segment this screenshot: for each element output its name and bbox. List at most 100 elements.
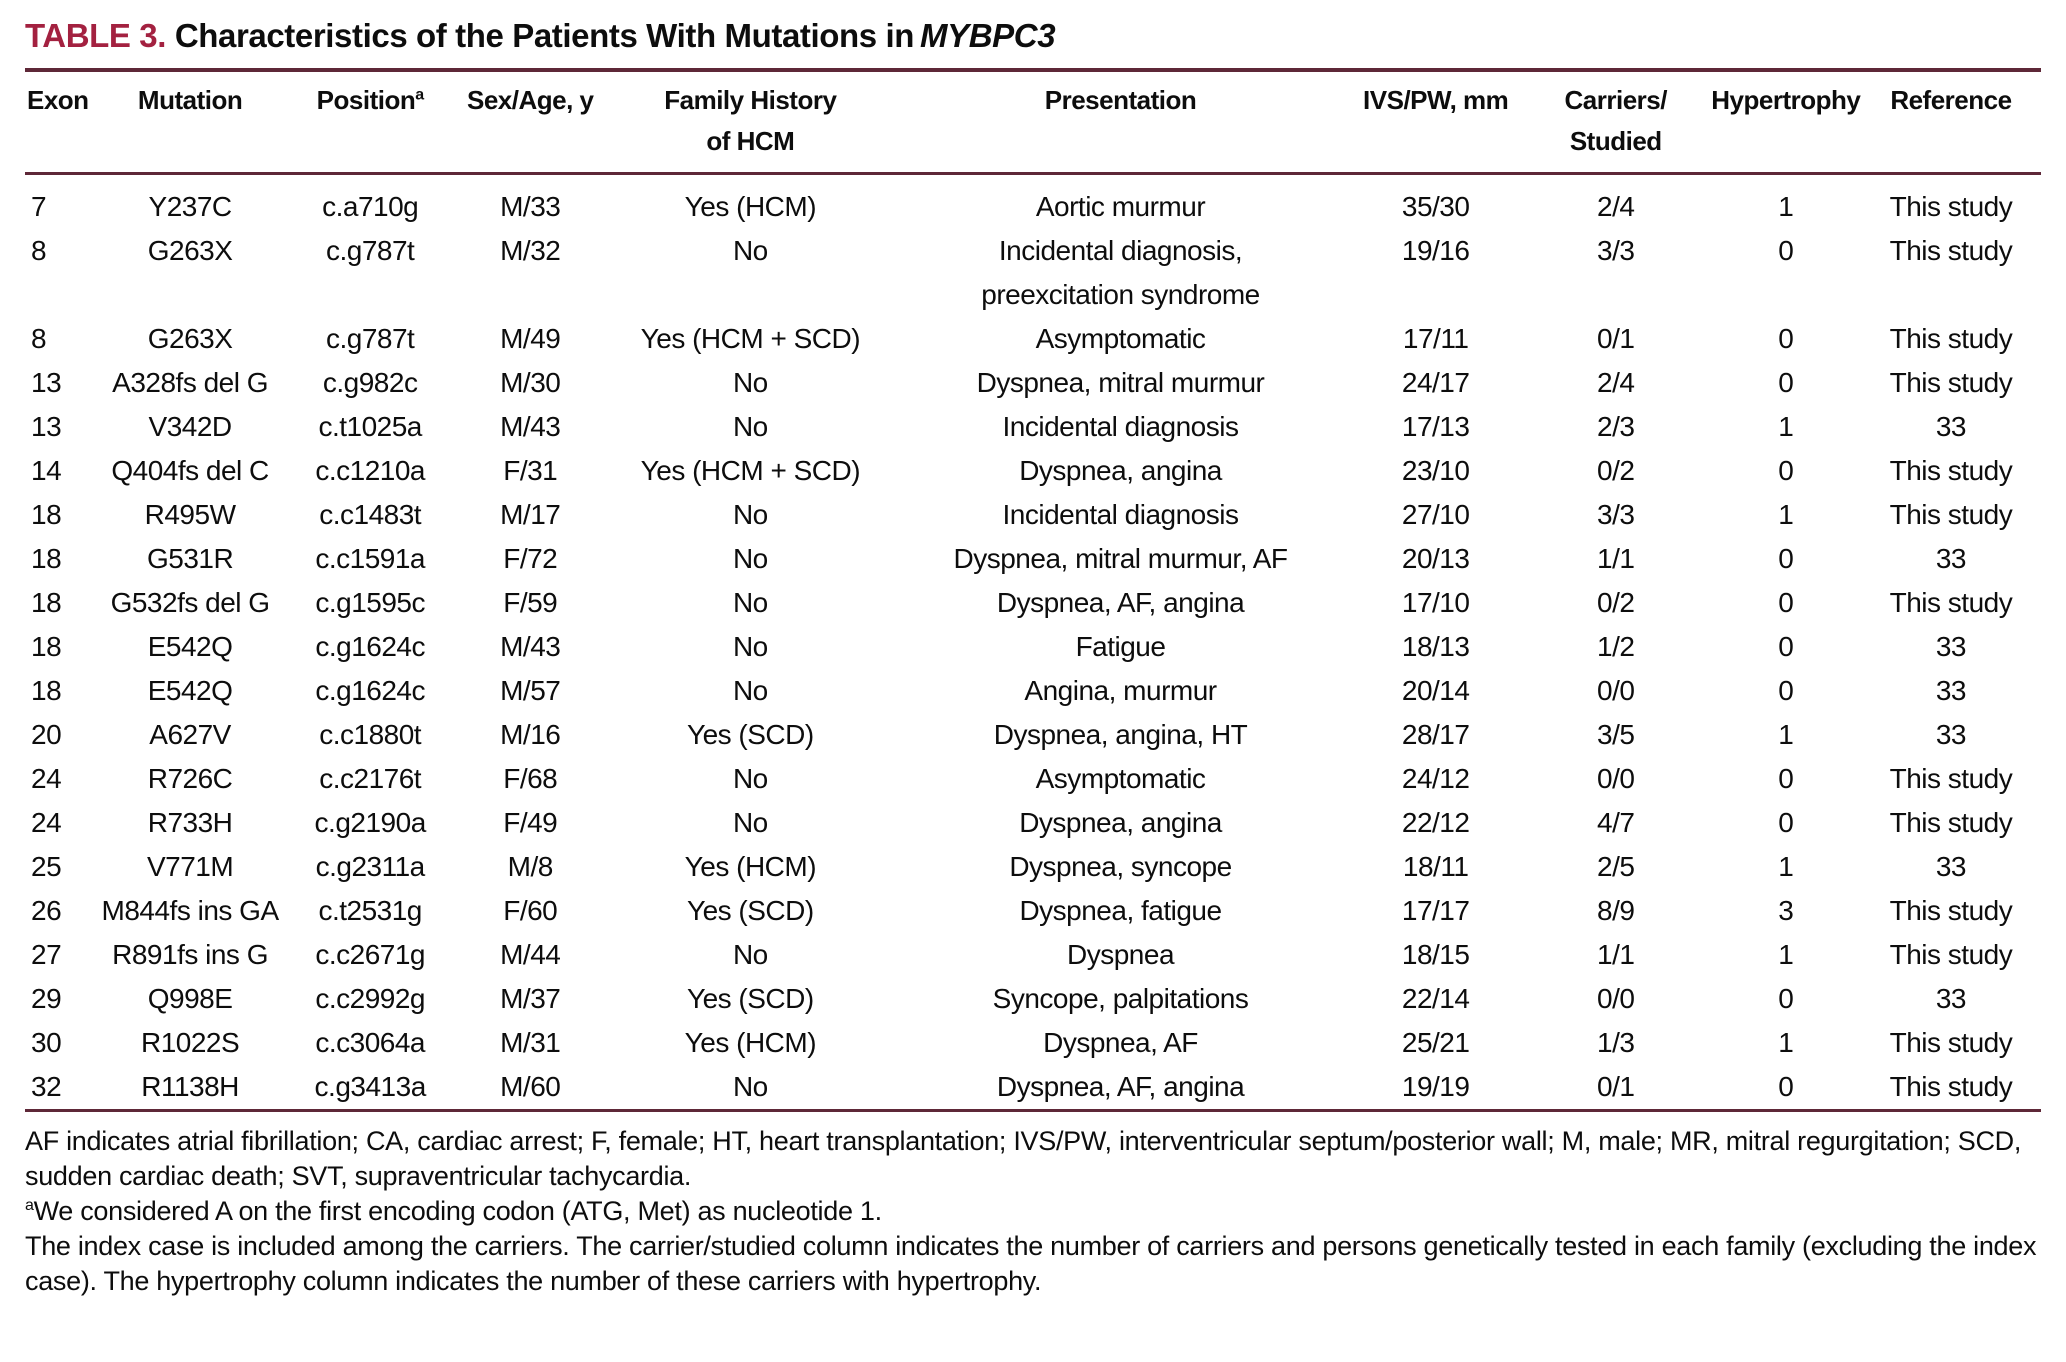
cell-reference: This study bbox=[1889, 807, 2013, 838]
cell-ivs-pw: 17/13 bbox=[1401, 411, 1470, 442]
column-header-position: Positiona bbox=[290, 72, 451, 175]
cell-ivs-pw: 22/14 bbox=[1401, 983, 1470, 1014]
cell-mutation: E542Q bbox=[147, 675, 233, 706]
cell-carriers-studied: 3/3 bbox=[1597, 499, 1635, 530]
gene-name: MYBPC3 bbox=[920, 17, 1056, 54]
patients-table: Exon Mutation Positiona Sex/Age, y Family Hi… bbox=[25, 72, 2041, 1112]
cell-exon: 24 bbox=[31, 807, 62, 838]
cell-family-history: No bbox=[732, 499, 768, 530]
cell-reference: 33 bbox=[1935, 851, 1967, 882]
cell-exon: 18 bbox=[31, 543, 62, 574]
cell-reference: This study bbox=[1889, 939, 2013, 970]
cell-reference: 33 bbox=[1935, 543, 1967, 574]
cell-carriers-studied: 8/9 bbox=[1597, 895, 1635, 926]
cell-position: c.g2190a bbox=[314, 807, 427, 838]
cell-reference: This study bbox=[1889, 763, 2013, 794]
column-header-mutation: Mutation bbox=[90, 72, 291, 175]
cell-ivs-pw: 17/11 bbox=[1402, 323, 1469, 354]
cell-exon: 8 bbox=[31, 235, 47, 266]
cell-presentation: Dyspnea, AF, angina bbox=[996, 587, 1245, 618]
cell-sex-age: M/16 bbox=[500, 719, 561, 750]
cell-family-history: No bbox=[732, 1071, 768, 1102]
cell-exon: 18 bbox=[31, 675, 62, 706]
cell-reference: This study bbox=[1889, 1027, 2013, 1058]
cell-ivs-pw: 35/30 bbox=[1401, 191, 1470, 222]
top-rule bbox=[25, 68, 2041, 72]
cell-hypertrophy: 0 bbox=[1778, 367, 1794, 398]
cell-family-history: Yes (SCD) bbox=[686, 895, 814, 926]
cell-reference: 33 bbox=[1935, 631, 1967, 662]
cell-position: c.c2176t bbox=[319, 763, 422, 794]
cell-presentation: Angina, murmur bbox=[1024, 675, 1217, 706]
cell-presentation: Dyspnea, AF, angina bbox=[996, 1071, 1245, 1102]
cell-sex-age: M/43 bbox=[500, 631, 561, 662]
table-row: 24 R726C c.c2176t F/68 No Asymptomatic 24/12 0/… bbox=[25, 757, 2041, 801]
cell-reference: This study bbox=[1889, 895, 2013, 926]
cell-presentation: Dyspnea, fatigue bbox=[1019, 895, 1222, 926]
cell-position: c.g1624c bbox=[315, 675, 425, 706]
table-row: 26 M844fs ins GA c.t2531g F/60 Yes (SCD) Dysp… bbox=[25, 889, 2041, 933]
cell-position: c.g1624c bbox=[315, 631, 425, 662]
table-row: 8 G263X c.g787t M/32 No Incidental diagnosis,… bbox=[25, 229, 2041, 317]
cell-family-history: No bbox=[732, 235, 768, 266]
cell-mutation: G532fs del G bbox=[110, 587, 270, 618]
cell-family-history: Yes (HCM) bbox=[684, 191, 817, 222]
cell-mutation: V342D bbox=[148, 411, 233, 442]
cell-ivs-pw: 24/12 bbox=[1401, 763, 1470, 794]
table-row: 29 Q998E c.c2992g M/37 Yes (SCD) Syncope, pal… bbox=[25, 977, 2041, 1021]
cell-family-history: No bbox=[732, 411, 768, 442]
table-title: TABLE 3. Characteristics of the Patients… bbox=[25, 16, 2041, 56]
cell-hypertrophy: 1 bbox=[1778, 411, 1794, 442]
table-row: 20 A627V c.c1880t M/16 Yes (SCD) Dyspnea, ang… bbox=[25, 713, 2041, 757]
column-header-carriers-studied: Carriers/ Studied bbox=[1520, 72, 1711, 175]
table-row: 18 E542Q c.g1624c M/57 No Angina, murmur 20/14… bbox=[25, 669, 2041, 713]
table-row: 18 E542Q c.g1624c M/43 No Fatigue 18/13 1/2 0 33 bbox=[25, 625, 2041, 669]
cell-ivs-pw: 22/12 bbox=[1401, 807, 1470, 838]
cell-mutation: A627V bbox=[149, 719, 231, 750]
cell-reference: This study bbox=[1889, 499, 2013, 530]
cell-exon: 13 bbox=[31, 367, 62, 398]
cell-sex-age: M/49 bbox=[500, 323, 561, 354]
cell-ivs-pw: 24/17 bbox=[1401, 367, 1470, 398]
cell-sex-age: M/37 bbox=[500, 983, 561, 1014]
footnote-a-text: We considered A on the first encoding co… bbox=[33, 1196, 882, 1226]
cell-hypertrophy: 0 bbox=[1778, 631, 1794, 662]
cell-carriers-studied: 0/2 bbox=[1597, 587, 1635, 618]
cell-ivs-pw: 20/13 bbox=[1401, 543, 1470, 574]
cell-reference: This study bbox=[1889, 323, 2013, 354]
cell-presentation: Dyspnea, angina, HT bbox=[993, 719, 1248, 750]
cell-ivs-pw: 18/13 bbox=[1401, 631, 1470, 662]
table-row: 13 A328fs del G c.g982c M/30 No Dyspnea, mitr… bbox=[25, 361, 2041, 405]
cell-exon: 24 bbox=[31, 763, 62, 794]
cell-position: c.c2671g bbox=[315, 939, 425, 970]
table-row: 27 R891fs ins G c.c2671g M/44 No Dyspnea 18/15… bbox=[25, 933, 2041, 977]
cell-presentation: Dyspnea, AF bbox=[1043, 1027, 1198, 1058]
cell-hypertrophy: 0 bbox=[1778, 543, 1794, 574]
table-row: 30 R1022S c.c3064a M/31 Yes (HCM) Dyspnea, AF… bbox=[25, 1021, 2041, 1065]
cell-mutation: G263X bbox=[147, 323, 233, 354]
cell-sex-age: F/72 bbox=[503, 543, 558, 574]
cell-hypertrophy: 3 bbox=[1778, 895, 1794, 926]
cell-position: c.g787t bbox=[325, 235, 415, 266]
cell-carriers-studied: 0/0 bbox=[1597, 675, 1635, 706]
cell-sex-age: M/8 bbox=[507, 851, 554, 882]
cell-exon: 26 bbox=[31, 895, 62, 926]
paper-table-page: TABLE 3. Characteristics of the Patients… bbox=[25, 16, 2041, 1296]
footnote-index-case: The index case is included among the car… bbox=[25, 1231, 2037, 1296]
table-row: 18 G532fs del G c.g1595c F/59 No Dyspnea, AF,… bbox=[25, 581, 2041, 625]
cell-exon: 7 bbox=[31, 191, 47, 222]
cell-family-history: Yes (HCM) bbox=[684, 1027, 817, 1058]
column-header-hypertrophy: Hypertrophy bbox=[1710, 72, 1861, 175]
cell-hypertrophy: 1 bbox=[1778, 939, 1794, 970]
cell-hypertrophy: 0 bbox=[1778, 323, 1794, 354]
cell-mutation: R1022S bbox=[140, 1027, 240, 1058]
cell-hypertrophy: 1 bbox=[1778, 499, 1794, 530]
cell-mutation: R1138H bbox=[141, 1071, 239, 1102]
cell-reference: 33 bbox=[1935, 675, 1967, 706]
cell-position: c.c3064a bbox=[315, 1027, 425, 1058]
cell-position: c.t2531g bbox=[318, 895, 422, 926]
footnote-a-marker: a bbox=[25, 1197, 34, 1214]
cell-family-history: No bbox=[732, 763, 768, 794]
cell-sex-age: M/60 bbox=[500, 1071, 561, 1102]
cell-family-history: No bbox=[732, 939, 768, 970]
